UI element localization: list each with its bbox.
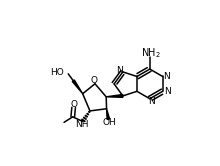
Text: OH: OH (102, 118, 116, 127)
Text: NH: NH (76, 120, 89, 129)
Text: N: N (164, 87, 171, 96)
Polygon shape (72, 80, 83, 94)
Text: N: N (116, 66, 123, 75)
Polygon shape (106, 94, 123, 97)
Text: NH$_2$: NH$_2$ (141, 46, 160, 60)
Text: N: N (164, 72, 170, 81)
Text: N: N (148, 97, 155, 107)
Text: O: O (91, 76, 98, 85)
Text: HO: HO (50, 68, 64, 77)
Text: O: O (70, 100, 77, 109)
Polygon shape (106, 109, 110, 120)
